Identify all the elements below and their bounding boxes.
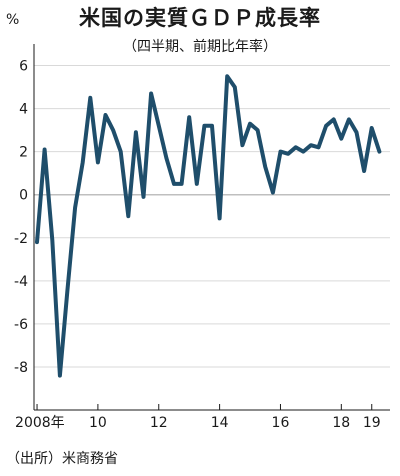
data-point bbox=[362, 169, 366, 173]
data-point bbox=[180, 182, 184, 186]
source-note: （出所）米商務省 bbox=[6, 451, 118, 467]
y-tick-label: 0 bbox=[19, 188, 28, 204]
y-tick-label: 6 bbox=[19, 59, 28, 75]
chart-title: 米国の実質ＧＤＰ成長率 bbox=[79, 6, 321, 30]
data-point bbox=[119, 150, 123, 154]
data-point bbox=[126, 214, 130, 218]
data-point bbox=[210, 124, 214, 128]
data-point bbox=[339, 137, 343, 141]
data-point bbox=[377, 150, 381, 154]
data-point bbox=[218, 216, 222, 220]
y-tick-label: -6 bbox=[14, 317, 28, 333]
data-point bbox=[149, 92, 153, 96]
data-point bbox=[172, 182, 176, 186]
data-point bbox=[309, 143, 313, 147]
x-tick-label: 10 bbox=[89, 415, 107, 431]
data-point bbox=[278, 150, 282, 154]
data-point bbox=[240, 143, 244, 147]
data-point bbox=[58, 374, 62, 378]
data-point bbox=[256, 128, 260, 132]
chart-subtitle: （四半期、前期比年率） bbox=[123, 39, 277, 55]
x-tick-label: 16 bbox=[272, 415, 290, 431]
x-tick-label: 2008年 bbox=[15, 415, 65, 431]
data-point bbox=[370, 126, 374, 130]
data-point bbox=[164, 156, 168, 160]
data-point bbox=[195, 182, 199, 186]
gdp-series-line bbox=[35, 74, 382, 378]
data-point bbox=[248, 122, 252, 126]
y-tick-label: 2 bbox=[19, 145, 28, 161]
x-tick-label: 14 bbox=[211, 415, 229, 431]
data-point bbox=[35, 240, 39, 244]
data-point bbox=[142, 195, 146, 199]
data-point bbox=[88, 96, 92, 100]
data-point bbox=[286, 152, 290, 156]
x-tick-label: 19 bbox=[363, 415, 381, 431]
data-point bbox=[65, 287, 69, 291]
y-tick-label: -4 bbox=[14, 274, 28, 290]
data-point bbox=[134, 130, 138, 134]
data-point bbox=[324, 124, 328, 128]
data-point bbox=[50, 238, 54, 242]
y-tick-label: -2 bbox=[14, 231, 28, 247]
data-point bbox=[347, 117, 351, 121]
y-tick-label: 4 bbox=[19, 102, 28, 118]
data-point bbox=[202, 124, 206, 128]
data-point bbox=[111, 128, 115, 132]
data-point bbox=[301, 150, 305, 154]
y-tick-label: -8 bbox=[14, 360, 28, 376]
data-point bbox=[104, 113, 108, 117]
data-point bbox=[157, 124, 161, 128]
data-point bbox=[81, 160, 85, 164]
data-point bbox=[355, 130, 359, 134]
data-point bbox=[96, 160, 100, 164]
x-tick-label: 12 bbox=[150, 415, 168, 431]
data-point bbox=[316, 145, 320, 149]
data-point bbox=[187, 115, 191, 119]
data-point bbox=[263, 165, 267, 169]
x-tick-label: 18 bbox=[332, 415, 350, 431]
data-point bbox=[332, 117, 336, 121]
data-point bbox=[233, 85, 237, 89]
data-point bbox=[294, 145, 298, 149]
data-point bbox=[225, 74, 229, 78]
data-point bbox=[271, 191, 275, 195]
y-axis-unit: % bbox=[6, 12, 20, 28]
data-point bbox=[73, 206, 77, 210]
data-point bbox=[43, 147, 47, 151]
